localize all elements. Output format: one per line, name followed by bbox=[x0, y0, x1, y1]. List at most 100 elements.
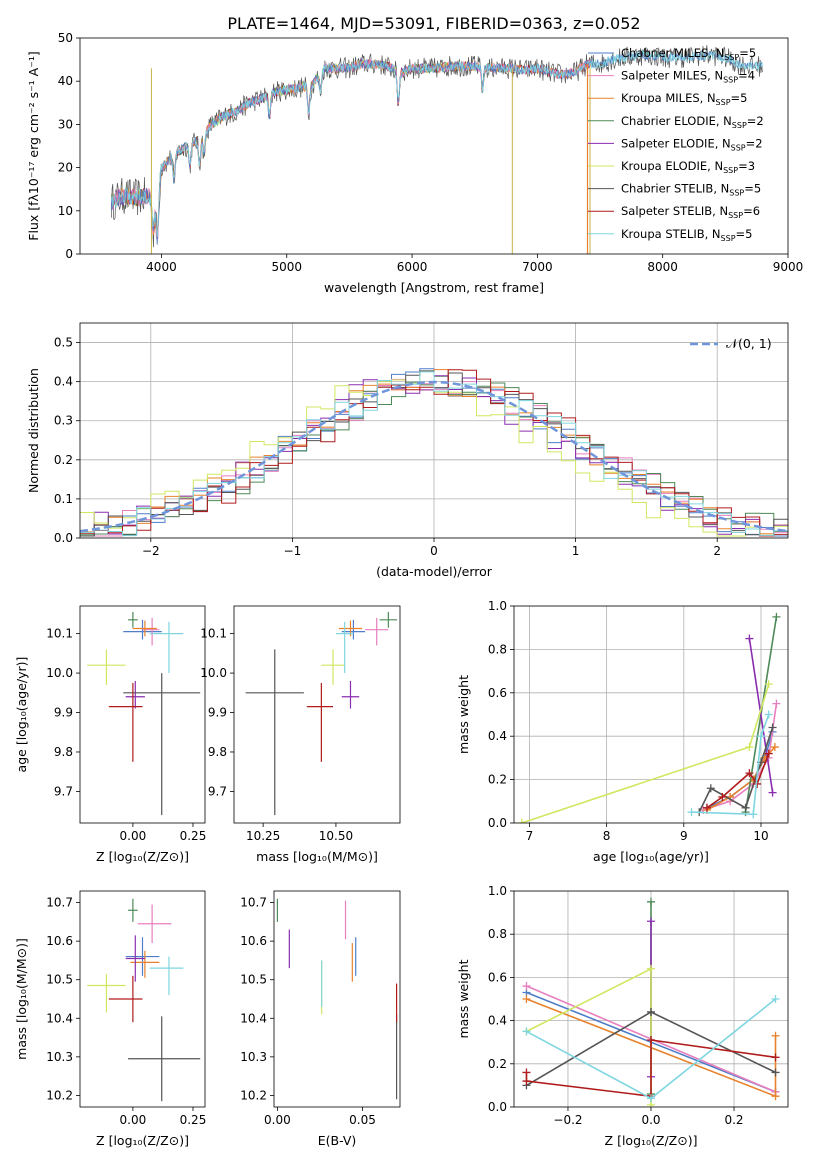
y-tick-label: 10.3 bbox=[240, 1050, 267, 1064]
series-point bbox=[647, 1036, 655, 1045]
series-point bbox=[522, 982, 531, 991]
errorbar-kroupa-elodie bbox=[87, 973, 126, 1013]
errorbar-salpeter-elodie bbox=[341, 680, 360, 709]
errorbar-chabrier-miles bbox=[125, 937, 160, 976]
errorbar-kroupa-stelib bbox=[335, 621, 354, 674]
series-line bbox=[748, 638, 774, 793]
series-point bbox=[771, 1053, 780, 1062]
errorbar-chabrier-stelib bbox=[123, 673, 201, 816]
normal-curve bbox=[80, 380, 788, 533]
series-line bbox=[525, 1039, 776, 1098]
series-point bbox=[647, 1094, 655, 1103]
y-tick-label: 10.4 bbox=[240, 1011, 267, 1025]
series-point bbox=[745, 634, 754, 643]
y-tick-label: 0.6 bbox=[488, 970, 507, 984]
series-point bbox=[745, 769, 754, 778]
series-point bbox=[647, 897, 655, 906]
errorbar-chabrier-stelib bbox=[245, 649, 304, 816]
plot-area bbox=[80, 323, 788, 538]
series-point bbox=[522, 1027, 531, 1036]
y-tick-label: 10.0 bbox=[200, 666, 227, 680]
axes-frame bbox=[233, 605, 401, 824]
y-tick-label: 0 bbox=[65, 247, 73, 261]
y-tick-label: 0.2 bbox=[488, 1057, 507, 1071]
y-tick-label: 0.2 bbox=[54, 453, 73, 467]
x-tick-label: 2 bbox=[713, 544, 721, 558]
series-point bbox=[772, 699, 781, 708]
legend-entry: Chabrier STELIB, NSSP=5 bbox=[621, 182, 761, 198]
y-tick-label: 1.0 bbox=[488, 599, 507, 613]
x-tick-label: 10.25 bbox=[246, 829, 280, 843]
y-tick-label: 9.9 bbox=[54, 706, 73, 720]
spectrum-line-kroupa-stelib bbox=[110, 50, 763, 237]
errorbar-kroupa-elodie bbox=[87, 649, 126, 685]
series-point bbox=[517, 819, 526, 823]
y-tick-label: 0.0 bbox=[54, 531, 73, 545]
errorbar-chabrier-stelib bbox=[128, 1016, 201, 1102]
y-tick-label: 0.1 bbox=[54, 492, 73, 506]
x-tick-label: 0.25 bbox=[180, 1113, 207, 1127]
series-salpeter-elodie bbox=[745, 634, 777, 797]
errorbar-kroupa-stelib bbox=[149, 956, 184, 996]
y-tick-label: 0.0 bbox=[488, 1100, 507, 1114]
y-tick-label: 10.7 bbox=[240, 896, 267, 910]
series-salpeter-stelib bbox=[702, 749, 773, 812]
x-tick-label: 8 bbox=[603, 829, 611, 843]
x-tick-label: −1 bbox=[284, 544, 302, 558]
y-tick-label: 0.4 bbox=[54, 375, 73, 389]
series-point bbox=[687, 808, 696, 817]
errorbar-salpeter-stelib bbox=[108, 975, 143, 1023]
figure-title: PLATE=1464, MJD=53091, FIBERID=0363, z=0… bbox=[227, 14, 640, 33]
errorbar-kroupa-miles bbox=[132, 620, 157, 637]
axes-frame bbox=[513, 890, 789, 1108]
x-axis-label: Z [log₁₀(Z/Z⊙)] bbox=[605, 1133, 698, 1148]
y-tick-label: 9.9 bbox=[208, 706, 227, 720]
axes-frame bbox=[79, 322, 789, 539]
series-point bbox=[647, 1007, 655, 1016]
y-tick-label: 10.4 bbox=[46, 1011, 73, 1025]
y-axis-label: Normed distribution bbox=[26, 368, 41, 493]
y-tick-label: 9.8 bbox=[208, 745, 227, 759]
y-tick-label: 0.3 bbox=[54, 414, 73, 428]
series-point bbox=[745, 743, 754, 752]
series-point bbox=[771, 1031, 780, 1040]
y-tick-label: 0.8 bbox=[488, 642, 507, 656]
plot-area bbox=[276, 898, 398, 1100]
axes-frame bbox=[79, 37, 789, 255]
x-axis-label: Z [log₁₀(Z/Z⊙)] bbox=[96, 849, 189, 864]
series-line bbox=[691, 714, 770, 816]
errorbar-chabrier-elodie bbox=[379, 611, 398, 628]
histogram-kroupa-stelib bbox=[80, 371, 788, 537]
chart-weight_vs_Z: −0.2 0.0 0.2 0.0 0.2 0.4 0.6 0.8 1.0 Z [log₁₀(Z/Z… bbox=[456, 884, 789, 1148]
y-tick-label: 10.2 bbox=[46, 1088, 73, 1102]
y-tick-label: 0.2 bbox=[488, 773, 507, 787]
y-tick-label: 0.6 bbox=[488, 686, 507, 700]
series-point bbox=[749, 810, 758, 819]
legend-entry: Kroupa MILES, NSSP=5 bbox=[621, 91, 747, 107]
chart-mass_vs_Z: 0.00 0.25 10.2 10.3 10.4 10.5 10.6 10.7 Z [log₁₀… bbox=[14, 890, 207, 1148]
legend-entry: 𝒩(0, 1) bbox=[726, 336, 772, 351]
x-tick-label: 8000 bbox=[647, 260, 678, 274]
x-axis-label: (data-model)/error bbox=[376, 564, 493, 579]
y-tick-label: 30 bbox=[58, 117, 73, 131]
y-tick-label: 9.7 bbox=[54, 784, 73, 798]
y-tick-label: 0.5 bbox=[54, 336, 73, 350]
series-point bbox=[772, 612, 781, 621]
x-axis-label: E(B-V) bbox=[318, 1133, 357, 1148]
errorbar-salpeter-miles bbox=[365, 617, 389, 646]
series-point bbox=[522, 995, 531, 1003]
series-point bbox=[647, 917, 655, 926]
y-tick-label: 0.0 bbox=[488, 816, 507, 830]
legend-entry: Salpeter MILES, NSSP=4 bbox=[621, 69, 755, 85]
y-tick-label: 9.8 bbox=[54, 745, 73, 759]
series-point bbox=[706, 784, 715, 793]
legend-entry: Kroupa STELIB, NSSP=5 bbox=[621, 227, 752, 243]
x-axis-label: Z [log₁₀(Z/Z⊙)] bbox=[96, 1133, 189, 1148]
series-kroupa-elodie bbox=[517, 680, 773, 823]
series-point bbox=[764, 749, 773, 758]
chart-age_vs_Z: 0.00 0.25 9.7 9.8 9.9 10.0 10.1 Z [log₁₀(Z/Z⊙)]… bbox=[14, 605, 206, 864]
y-tick-label: 10.3 bbox=[46, 1050, 73, 1064]
y-tick-label: 0.8 bbox=[488, 927, 507, 941]
series-point bbox=[771, 1068, 780, 1077]
